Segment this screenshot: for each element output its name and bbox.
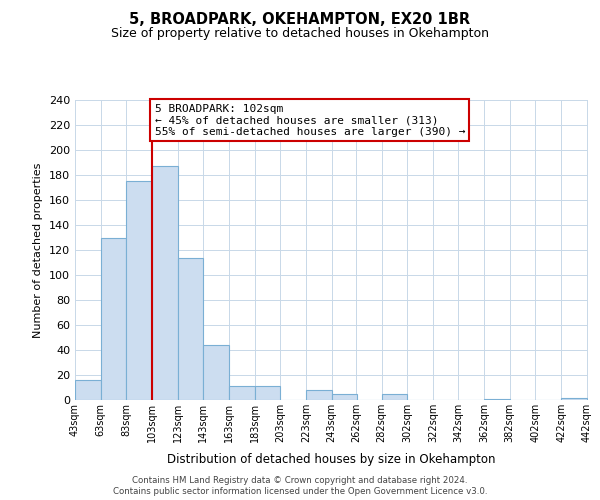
Text: Contains public sector information licensed under the Open Government Licence v3: Contains public sector information licen… xyxy=(113,487,487,496)
Bar xyxy=(561,398,587,400)
Bar xyxy=(484,399,510,400)
Bar xyxy=(178,258,203,400)
Bar xyxy=(331,394,357,400)
Text: 5 BROADPARK: 102sqm
← 45% of detached houses are smaller (313)
55% of semi-detac: 5 BROADPARK: 102sqm ← 45% of detached ho… xyxy=(155,104,465,137)
Bar xyxy=(254,386,280,400)
Text: 5, BROADPARK, OKEHAMPTON, EX20 1BR: 5, BROADPARK, OKEHAMPTON, EX20 1BR xyxy=(130,12,470,28)
Text: Size of property relative to detached houses in Okehampton: Size of property relative to detached ho… xyxy=(111,28,489,40)
Bar xyxy=(101,238,127,400)
Bar xyxy=(382,394,407,400)
Bar xyxy=(126,181,152,400)
Bar xyxy=(152,166,178,400)
Text: Contains HM Land Registry data © Crown copyright and database right 2024.: Contains HM Land Registry data © Crown c… xyxy=(132,476,468,485)
Bar xyxy=(306,390,331,400)
Bar xyxy=(229,386,254,400)
Y-axis label: Number of detached properties: Number of detached properties xyxy=(34,162,43,338)
X-axis label: Distribution of detached houses by size in Okehampton: Distribution of detached houses by size … xyxy=(167,454,496,466)
Bar xyxy=(75,380,101,400)
Bar xyxy=(203,345,229,400)
